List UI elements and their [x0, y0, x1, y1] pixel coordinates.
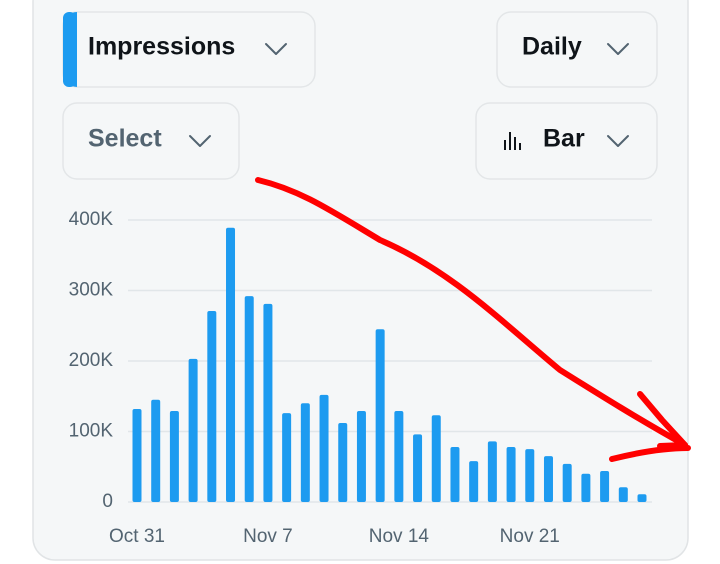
bar — [226, 227, 236, 502]
metric-dropdown[interactable]: Impressions — [62, 11, 316, 88]
chart-kind-label: Bar — [543, 125, 585, 153]
bar — [600, 470, 610, 502]
bar — [506, 447, 516, 502]
compare-label: Select — [88, 125, 162, 153]
bar-icon — [504, 132, 521, 150]
bar — [319, 394, 329, 502]
bar — [431, 415, 441, 502]
x-tick-label: Oct 31 — [109, 526, 165, 547]
bar — [338, 423, 348, 502]
bar — [450, 447, 460, 502]
metric-label: Impressions — [88, 33, 235, 61]
x-tick-label: Nov 14 — [369, 526, 430, 547]
chart-kind-dropdown[interactable]: Bar — [475, 102, 658, 180]
y-tick-label: 400K — [69, 209, 114, 230]
bar — [282, 413, 292, 502]
bar — [469, 461, 479, 502]
bar — [300, 403, 310, 502]
bar — [151, 399, 161, 502]
interval-label: Daily — [522, 33, 582, 61]
bar — [637, 494, 647, 502]
x-tick-label: Nov 21 — [500, 526, 560, 547]
bar — [562, 463, 572, 502]
red-arrow-annotation — [255, 177, 691, 462]
bar — [543, 456, 553, 502]
interval-dropdown[interactable]: Daily — [496, 11, 658, 88]
bar — [263, 303, 273, 502]
y-tick-label: 100K — [69, 421, 114, 442]
bar — [487, 441, 497, 502]
bar — [356, 411, 366, 502]
y-tick-label: 200K — [69, 350, 114, 371]
bar — [394, 411, 404, 502]
bar — [413, 434, 423, 502]
bar — [375, 329, 385, 502]
x-tick-label: Nov 7 — [243, 526, 293, 547]
bar — [244, 296, 254, 502]
plot: 0 100K 200K 300K 400K Oct 31 Nov 7 Nov 14 Nov 21 — [69, 209, 652, 547]
bar — [618, 487, 628, 502]
y-tick-label: 300K — [69, 280, 114, 301]
bar — [188, 358, 198, 502]
bar — [132, 408, 142, 502]
compare-dropdown[interactable]: Select — [62, 102, 240, 180]
bar — [169, 411, 179, 502]
y-tick-label: 0 — [102, 491, 113, 512]
bar — [525, 449, 535, 502]
bar — [581, 473, 591, 502]
bar — [207, 310, 217, 502]
